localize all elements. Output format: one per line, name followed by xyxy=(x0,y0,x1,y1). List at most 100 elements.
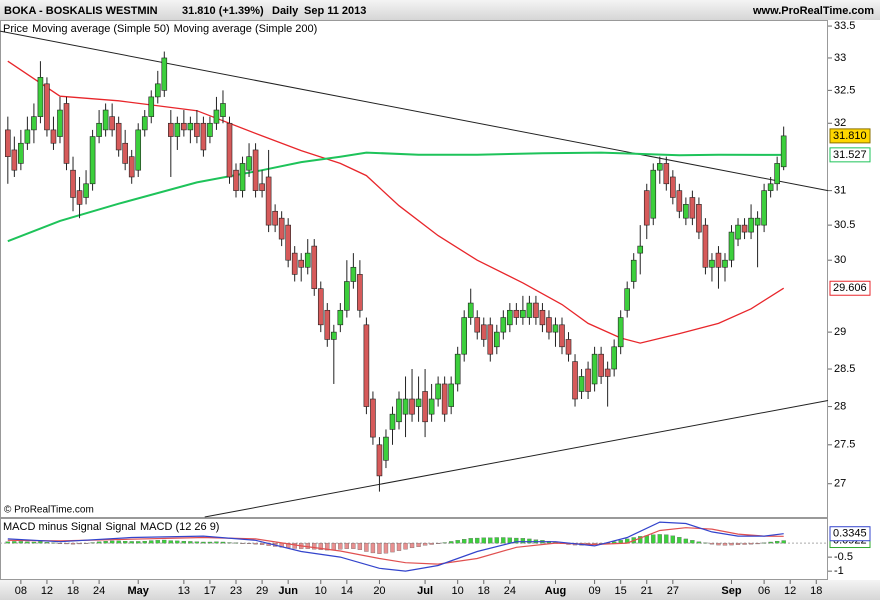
candle-body xyxy=(194,122,200,137)
candle-body xyxy=(650,169,657,219)
histogram-bar xyxy=(455,540,460,544)
candle-body xyxy=(676,190,683,212)
histogram-bar xyxy=(449,541,454,544)
candle-body xyxy=(122,142,128,164)
candle-body xyxy=(376,444,383,477)
candle-body xyxy=(174,122,181,137)
y-tick-label: 28 xyxy=(834,400,846,412)
histogram-bar xyxy=(755,542,760,545)
histogram-bar xyxy=(748,542,754,545)
histogram-bar xyxy=(638,536,643,544)
histogram-bar xyxy=(44,542,50,544)
histogram-bar xyxy=(729,542,734,546)
histogram-bar xyxy=(403,542,408,550)
candle-body xyxy=(200,122,207,151)
histogram-bar xyxy=(683,538,689,544)
histogram-bar xyxy=(507,537,512,544)
histogram-bar xyxy=(207,541,213,544)
histogram-bar xyxy=(136,541,141,544)
histogram-bar xyxy=(129,541,134,544)
candle-body xyxy=(168,122,174,137)
histogram-bar xyxy=(703,542,708,544)
x-tick-label: 13 xyxy=(178,585,190,597)
y-tick-label: -0.5 xyxy=(834,551,853,563)
candle-body xyxy=(350,266,357,282)
histogram-bar xyxy=(253,542,258,545)
x-tick-label: Jul xyxy=(417,585,433,597)
x-tick-label: 15 xyxy=(615,585,627,597)
candle-body xyxy=(461,317,468,355)
candle-body xyxy=(774,163,780,185)
candle-body xyxy=(402,398,409,415)
axis-bar xyxy=(0,580,880,600)
candle-body xyxy=(220,103,226,117)
candle-body xyxy=(767,183,774,191)
legend-entry: MACD minus Signal xyxy=(3,521,101,533)
candle-body xyxy=(533,302,539,318)
candle-body xyxy=(670,176,676,198)
candle-body xyxy=(487,324,494,355)
candle-body xyxy=(18,142,24,164)
candle-body xyxy=(624,288,630,311)
histogram-bar xyxy=(377,542,382,554)
candle-body xyxy=(50,129,57,144)
histogram-bar xyxy=(188,541,193,544)
histogram-bar xyxy=(194,541,200,544)
header-bar xyxy=(0,0,880,20)
x-tick-label: 12 xyxy=(784,585,796,597)
x-tick-label: May xyxy=(128,585,150,597)
x-tick-label: Aug xyxy=(545,585,566,597)
x-tick-label: 17 xyxy=(204,585,216,597)
x-tick-label: 18 xyxy=(478,585,490,597)
histogram-bar xyxy=(488,537,493,544)
histogram-bar xyxy=(233,542,239,544)
histogram-bar xyxy=(462,539,467,544)
histogram-bar xyxy=(416,542,421,547)
histogram-bar xyxy=(149,540,154,544)
candle-body xyxy=(467,302,474,318)
candle-body xyxy=(265,176,272,226)
candle-body xyxy=(102,109,109,131)
histogram-bar xyxy=(31,541,37,544)
ma-label-box xyxy=(829,280,871,296)
histogram-bar xyxy=(331,542,336,550)
histogram-bar xyxy=(520,538,526,544)
histogram-bar xyxy=(357,542,363,550)
candle-body xyxy=(741,224,748,233)
candle-body xyxy=(357,274,363,311)
histogram-bar xyxy=(651,534,656,544)
candle-body xyxy=(780,135,787,168)
candle-body xyxy=(630,259,637,282)
site[interactable]: www.ProRealTime.com xyxy=(752,5,874,17)
y-tick-label: -1 xyxy=(834,565,844,577)
legend-price: Price xyxy=(3,23,28,35)
ma-label: 29.606 xyxy=(833,282,867,294)
candle-body xyxy=(474,317,481,333)
histogram-bar xyxy=(781,540,786,544)
histogram-bar xyxy=(123,540,128,544)
candle-body xyxy=(181,122,187,131)
x-tick-label: 21 xyxy=(641,585,653,597)
candle-body xyxy=(83,183,89,198)
candle-body xyxy=(539,309,546,326)
histogram-bar xyxy=(109,540,115,544)
candle-body xyxy=(448,383,454,407)
histogram-bar xyxy=(612,541,617,544)
histogram-bar xyxy=(83,542,89,544)
x-tick-label: 10 xyxy=(315,585,327,597)
histogram-bar xyxy=(709,542,715,545)
candle-body xyxy=(422,391,428,423)
x-tick-label: 12 xyxy=(41,585,53,597)
candle-body xyxy=(689,197,696,219)
last-price-label-box xyxy=(829,128,871,144)
histogram-bar xyxy=(344,542,349,549)
x-tick-label: 08 xyxy=(15,585,27,597)
histogram-bar xyxy=(246,542,252,544)
candle-body xyxy=(31,116,37,131)
macd-label: 0.3345 xyxy=(833,528,867,540)
histogram-bar xyxy=(175,540,180,544)
candle-body xyxy=(337,309,344,326)
histogram-bar xyxy=(77,542,82,545)
legend-entry: MACD (12 26 9) xyxy=(140,521,219,533)
candle-body xyxy=(213,109,220,124)
